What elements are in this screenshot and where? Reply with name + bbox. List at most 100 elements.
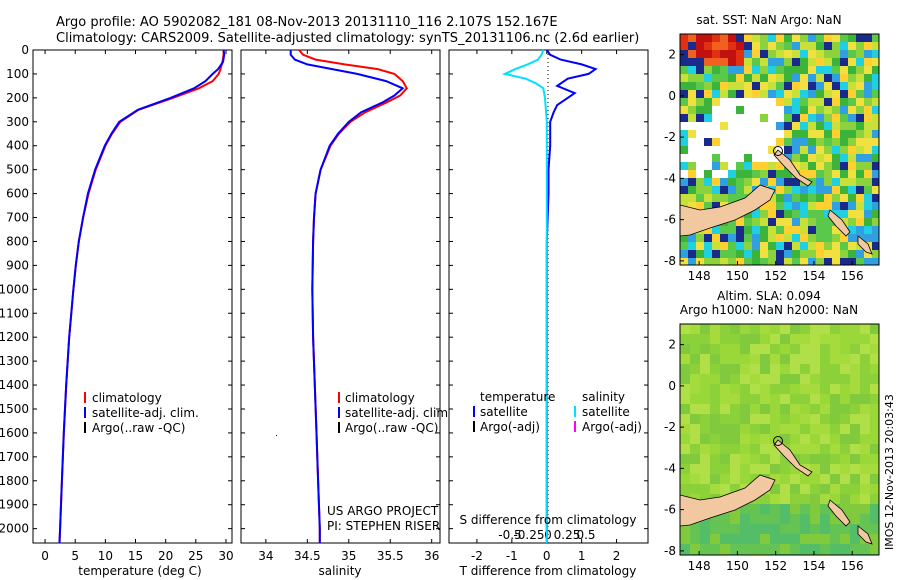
sla-cell bbox=[780, 364, 790, 374]
sst-cell bbox=[728, 66, 736, 74]
sla-cell bbox=[730, 324, 740, 334]
sst-cell bbox=[712, 34, 720, 42]
sst-cell bbox=[784, 82, 792, 90]
sst-cell bbox=[744, 242, 752, 250]
sla-cell bbox=[790, 374, 800, 384]
sst-cell bbox=[832, 138, 840, 146]
sst-cell bbox=[840, 122, 848, 130]
sla-cell bbox=[770, 464, 780, 474]
x-tick-label: 5 bbox=[71, 549, 79, 563]
sst-cell bbox=[848, 130, 856, 138]
x-tick-label: 34.5 bbox=[294, 549, 321, 563]
sst-cell bbox=[712, 178, 720, 186]
map-y-tick-label: 2 bbox=[668, 48, 676, 62]
sla-cell bbox=[750, 514, 760, 524]
pi-label: PI: STEPHEN RISER bbox=[327, 519, 440, 533]
sst-cell bbox=[728, 258, 736, 265]
sla-cell bbox=[840, 444, 850, 454]
sst-cell bbox=[872, 34, 879, 42]
sst-cell bbox=[704, 202, 712, 210]
depth-tick-label: 800 bbox=[6, 234, 29, 248]
sst-cell bbox=[840, 74, 848, 82]
sst-cell bbox=[872, 42, 879, 50]
sla-cell bbox=[690, 544, 700, 554]
figure-title-line1: Argo profile: AO 5902082_181 08-Nov-2013… bbox=[56, 15, 558, 30]
sst-cell bbox=[704, 34, 712, 42]
sst-cell bbox=[840, 258, 848, 265]
sla-cell bbox=[760, 414, 770, 424]
sst-cell bbox=[864, 218, 872, 226]
sst-cell bbox=[688, 258, 696, 265]
sst-cell bbox=[704, 98, 712, 106]
sla-cell bbox=[720, 344, 730, 354]
sst-cell bbox=[872, 106, 879, 114]
sst-cell bbox=[688, 114, 696, 122]
sla-cell bbox=[830, 494, 840, 504]
sst-cell bbox=[728, 58, 736, 66]
sst-cell bbox=[800, 210, 808, 218]
legend-t-satellite-label: satellite bbox=[480, 405, 528, 419]
sst-cell bbox=[688, 74, 696, 82]
sst-cell bbox=[848, 98, 856, 106]
sst-cell bbox=[800, 154, 808, 162]
sla-cell bbox=[760, 364, 770, 374]
sla-cell bbox=[680, 394, 690, 404]
sla-cell bbox=[780, 434, 790, 444]
sst-cell bbox=[816, 146, 824, 154]
sla-cell bbox=[800, 504, 810, 514]
sla-cell bbox=[710, 534, 720, 544]
sla-cell bbox=[740, 424, 750, 434]
sst-cell bbox=[736, 58, 744, 66]
sst-cell bbox=[832, 58, 840, 66]
sla-cell bbox=[750, 544, 760, 554]
x-tick-label: 35 bbox=[341, 549, 356, 563]
sst-cell bbox=[856, 90, 864, 98]
sla-cell bbox=[730, 484, 740, 494]
sla-cell bbox=[830, 414, 840, 424]
sla-cell bbox=[850, 474, 860, 484]
sst-cell bbox=[776, 194, 784, 202]
sst-cell bbox=[768, 178, 776, 186]
sla-cell bbox=[830, 444, 840, 454]
sst-cell bbox=[864, 146, 872, 154]
sla-cell bbox=[850, 484, 860, 494]
sla-cell bbox=[760, 544, 770, 554]
sla-cell bbox=[710, 334, 720, 344]
sst-cell bbox=[760, 218, 768, 226]
sla-land bbox=[680, 439, 873, 545]
sla-cell bbox=[790, 524, 800, 534]
sla-cell bbox=[790, 424, 800, 434]
sst-cell bbox=[856, 178, 864, 186]
legend-satellite-swatch bbox=[338, 407, 340, 418]
sst-cell bbox=[776, 34, 784, 42]
sst-cell bbox=[840, 146, 848, 154]
sst-cell bbox=[744, 42, 752, 50]
sst-cell bbox=[792, 114, 800, 122]
sst-cell bbox=[840, 98, 848, 106]
sla-cell bbox=[790, 544, 800, 554]
sst-cell bbox=[784, 258, 792, 265]
x-tick-label: 25 bbox=[188, 549, 203, 563]
sst-cell bbox=[680, 162, 688, 170]
depth-tick-label: 0 bbox=[21, 43, 29, 57]
legend-argo-swatch bbox=[338, 422, 340, 433]
sst-cell bbox=[832, 130, 840, 138]
sla-cell bbox=[810, 454, 820, 464]
sst-cell bbox=[872, 234, 879, 242]
sla-cell bbox=[830, 464, 840, 474]
sst-cell bbox=[744, 50, 752, 58]
sst-cell bbox=[688, 50, 696, 58]
sst-cell bbox=[704, 178, 712, 186]
sst-cell bbox=[792, 130, 800, 138]
sst-cell bbox=[792, 162, 800, 170]
sst-cell bbox=[736, 234, 744, 242]
sla-cell bbox=[710, 434, 720, 444]
sst-cell bbox=[856, 66, 864, 74]
new-guinea-landmass bbox=[680, 184, 776, 237]
sst-cell bbox=[800, 66, 808, 74]
sla-cell bbox=[720, 394, 730, 404]
sla-cell bbox=[850, 434, 860, 444]
sla-cell bbox=[740, 324, 750, 334]
sla-cell bbox=[850, 354, 860, 364]
sst-cell bbox=[856, 114, 864, 122]
